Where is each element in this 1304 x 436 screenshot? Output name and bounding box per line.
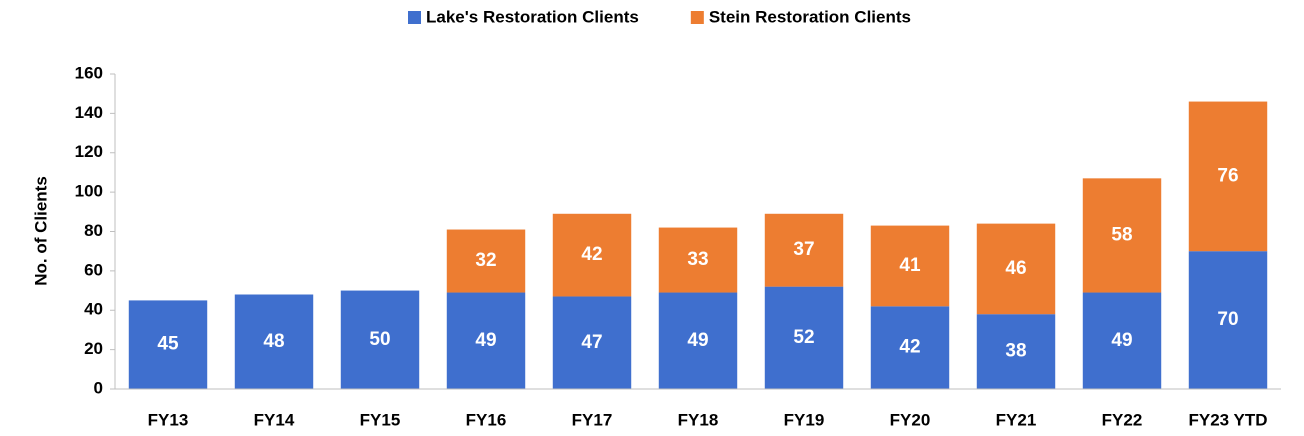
y-axis-label: No. of Clients — [31, 176, 50, 286]
bar-segment — [552, 213, 632, 297]
data-label: 38 — [1005, 341, 1026, 362]
bar-segment — [764, 213, 844, 287]
bar-segment — [1082, 178, 1162, 293]
data-label: 41 — [899, 255, 921, 276]
bar-segment — [658, 227, 738, 293]
x-tick-label: FY13 — [148, 410, 189, 429]
y-tick-label: 20 — [84, 339, 103, 358]
data-label: 49 — [1111, 330, 1132, 351]
data-label: 49 — [687, 330, 708, 351]
data-label: 33 — [687, 249, 708, 270]
x-tick-label: FY19 — [784, 410, 825, 429]
y-tick-label: 40 — [84, 300, 103, 319]
x-tick-label: FY16 — [466, 410, 507, 429]
data-label: 70 — [1217, 309, 1238, 330]
bar-segment — [552, 296, 632, 389]
x-tick-label: FY22 — [1102, 410, 1143, 429]
y-tick-label: 160 — [75, 63, 103, 82]
x-tick-label: FY14 — [254, 410, 295, 429]
bar-segment — [234, 294, 314, 389]
y-tick-label: 140 — [75, 103, 103, 122]
y-tick-label: 0 — [94, 378, 103, 397]
y-tick-label: 100 — [75, 182, 103, 201]
data-label: 37 — [793, 239, 814, 260]
legend-label: Lake's Restoration Clients — [426, 7, 639, 26]
legend-swatch — [690, 11, 704, 24]
bar-segment — [870, 306, 950, 389]
bar-segment — [446, 292, 526, 389]
x-tick-label: FY23 YTD — [1188, 410, 1267, 429]
data-label: 45 — [157, 334, 179, 355]
y-tick-label: 60 — [84, 260, 103, 279]
x-tick-label: FY15 — [360, 410, 401, 429]
bar-segment — [446, 229, 526, 293]
x-tick-label: FY17 — [572, 410, 613, 429]
x-tick-label: FY20 — [890, 410, 931, 429]
bar-segment — [340, 290, 420, 389]
data-label: 47 — [581, 332, 602, 353]
bar-segment — [976, 314, 1056, 389]
x-tick-label: FY21 — [996, 410, 1037, 429]
bar-segment — [1082, 292, 1162, 389]
data-label: 48 — [263, 331, 284, 352]
bar-segment — [1188, 251, 1268, 389]
data-label: 46 — [1005, 258, 1026, 279]
y-tick-label: 120 — [75, 142, 103, 161]
bar-segment — [976, 223, 1056, 315]
bar-segment — [658, 292, 738, 389]
data-label: 58 — [1111, 224, 1132, 245]
data-label: 42 — [581, 244, 602, 265]
data-label: 76 — [1217, 165, 1238, 186]
legend-swatch — [408, 11, 421, 24]
x-tick-label: FY18 — [678, 410, 719, 429]
bar-segment — [128, 300, 208, 389]
bar-segment — [764, 286, 844, 389]
bar-segment — [870, 225, 950, 307]
bar-segment — [1188, 101, 1268, 252]
y-tick-label: 80 — [84, 221, 103, 240]
data-label: 32 — [475, 250, 496, 271]
data-label: 49 — [475, 330, 496, 351]
data-label: 52 — [793, 327, 814, 348]
data-label: 50 — [369, 329, 390, 350]
legend-label: Stein Restoration Clients — [709, 7, 911, 26]
data-label: 42 — [899, 337, 920, 358]
